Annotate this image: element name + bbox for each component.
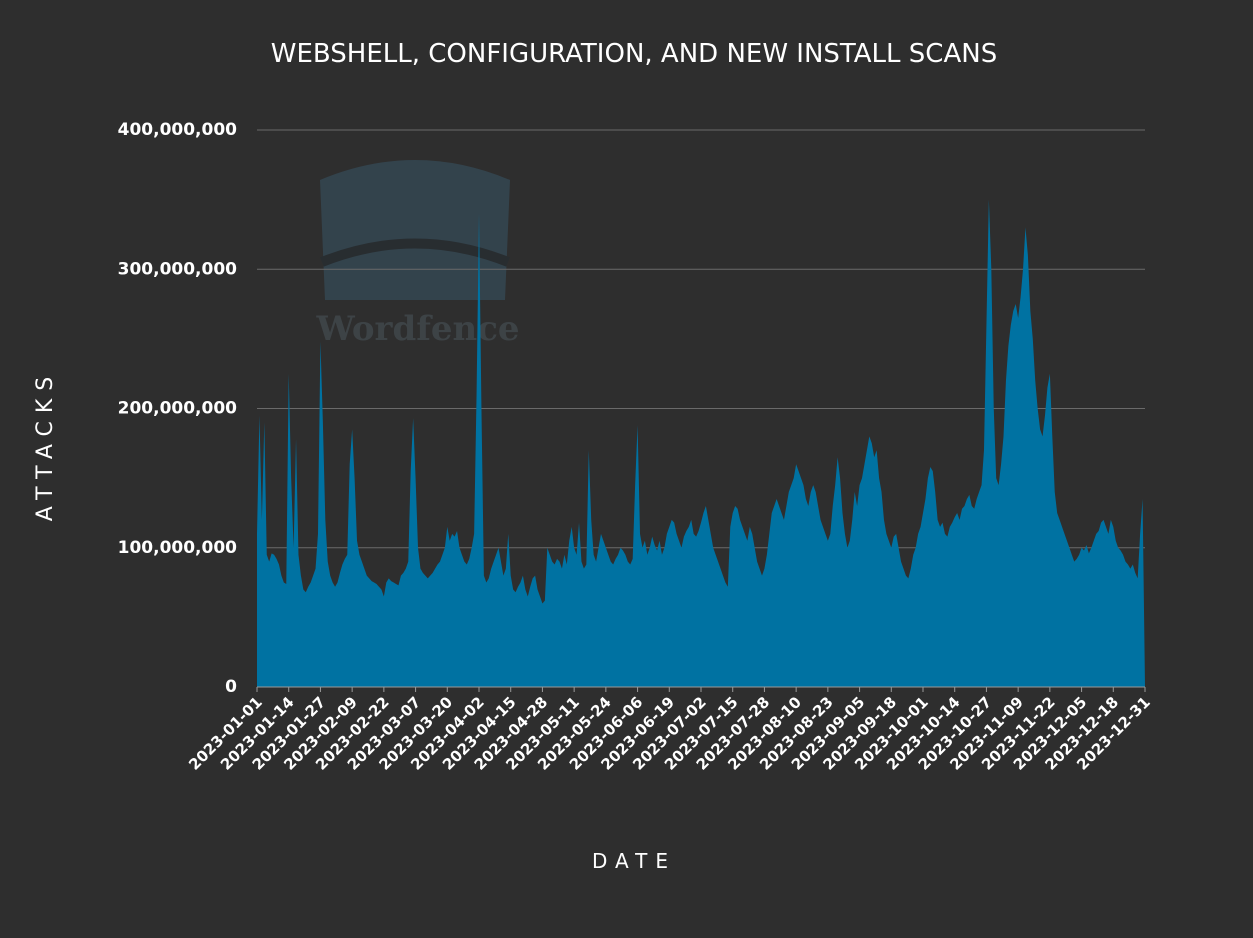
y-tick-label: 400,000,000 xyxy=(118,120,238,140)
y-tick-label: 100,000,000 xyxy=(118,538,238,558)
y-axis-label: ATTACKS xyxy=(33,369,58,522)
y-tick-label: 0 xyxy=(225,677,237,697)
area xyxy=(257,199,1145,687)
chart-title: WEBSHELL, CONFIGURATION, AND NEW INSTALL… xyxy=(271,39,997,69)
watermark-text: Wordfence xyxy=(315,309,519,349)
watermark-logo: Wordfence xyxy=(315,160,520,349)
y-tick-label: 200,000,000 xyxy=(118,399,238,419)
y-tick-label: 300,000,000 xyxy=(118,259,238,279)
x-axis-label: DATE xyxy=(592,849,676,873)
